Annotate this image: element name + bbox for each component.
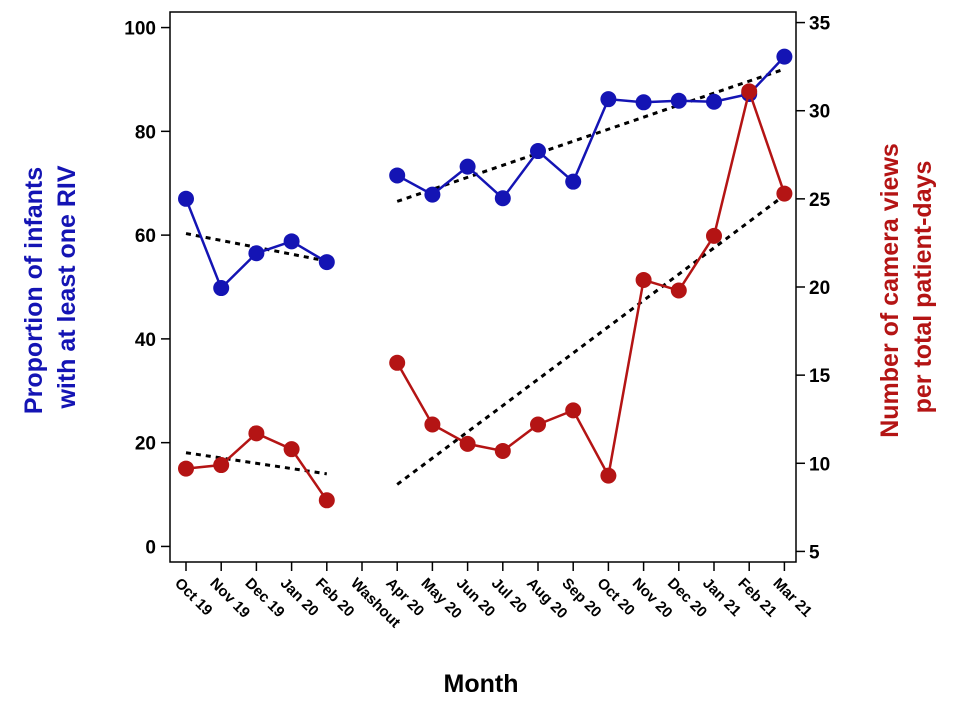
left-axis-title: Proportion of infants with at least one … <box>20 160 81 414</box>
right-series-line <box>185 431 328 502</box>
left-series-point <box>706 93 722 110</box>
right-tick-label: 30 <box>809 102 830 123</box>
plot-frame <box>169 11 797 563</box>
right-series-point <box>776 185 793 202</box>
right-axis-title: Number of camera views per total patient… <box>876 136 937 438</box>
right-tick-label: 5 <box>809 542 820 563</box>
right-axis-title-line-1: Number of camera views <box>876 143 904 438</box>
right-series-point <box>178 460 194 477</box>
right-series-point <box>459 435 476 452</box>
left-tick-label: 40 <box>135 330 156 351</box>
left-axis-title-line-1: Proportion of infants <box>20 167 48 414</box>
right-series-point <box>494 442 511 459</box>
right-tick-label: 10 <box>809 454 830 475</box>
right-series-point <box>670 282 687 299</box>
right-series-point <box>530 416 546 433</box>
right-axis-ticks: 5 10 15 20 25 30 35 <box>796 14 831 563</box>
left-tick-label: 100 <box>124 19 156 40</box>
right-series-point <box>565 402 582 419</box>
left-series-point <box>248 245 265 262</box>
left-series-point <box>283 233 300 250</box>
left-axis-title-line-2: with at least one RIV <box>53 165 81 409</box>
right-series-point <box>600 467 617 484</box>
trendlines <box>185 67 786 486</box>
right-series-point <box>706 227 722 244</box>
right-series-point <box>424 416 441 433</box>
trendline <box>396 194 786 486</box>
left-tick-label: 20 <box>135 434 156 455</box>
x-tick-label: Oct 19 <box>171 575 215 619</box>
right-series-point <box>389 354 406 371</box>
right-series-point <box>741 83 758 100</box>
left-series-point <box>318 254 335 271</box>
left-series-point <box>213 280 230 297</box>
right-series-point <box>248 425 265 442</box>
left-series-point <box>459 158 476 175</box>
right-tick-label: 20 <box>809 278 830 299</box>
left-series-point <box>600 91 617 108</box>
left-series-point <box>635 94 652 111</box>
left-tick-label: 60 <box>135 226 156 247</box>
trendline <box>396 67 785 203</box>
x-tick-label: Mar 21 <box>770 575 816 621</box>
left-series-point <box>389 167 406 184</box>
left-axis-ticks: 0 20 40 60 80 100 <box>124 19 170 558</box>
left-series-point <box>670 92 687 109</box>
left-tick-label: 0 <box>145 537 156 558</box>
left-series-point <box>424 186 441 203</box>
right-series-point <box>635 271 652 288</box>
right-series-point <box>318 492 335 509</box>
right-series-line <box>396 86 786 480</box>
left-series-point <box>530 143 546 160</box>
right-tick-label: 15 <box>809 366 831 387</box>
right-series-point <box>283 441 300 458</box>
right-series-point <box>213 457 230 474</box>
right-tick-label: 35 <box>809 14 831 35</box>
right-tick-label: 25 <box>809 190 831 211</box>
left-series-point <box>494 190 511 207</box>
x-tick-label: Feb 21 <box>734 575 780 621</box>
left-series-point <box>776 48 793 65</box>
left-series-line <box>184 198 328 291</box>
data-series <box>178 48 793 509</box>
x-tick-label: Feb 20 <box>312 575 358 621</box>
left-tick-label: 80 <box>135 122 156 143</box>
left-series-point <box>178 190 194 207</box>
left-series-point <box>565 173 582 190</box>
trendline <box>185 451 328 476</box>
left-series-line <box>396 55 786 201</box>
right-axis-title-line-2: per total patient-days <box>909 161 937 414</box>
x-axis-title: Month <box>444 670 519 698</box>
